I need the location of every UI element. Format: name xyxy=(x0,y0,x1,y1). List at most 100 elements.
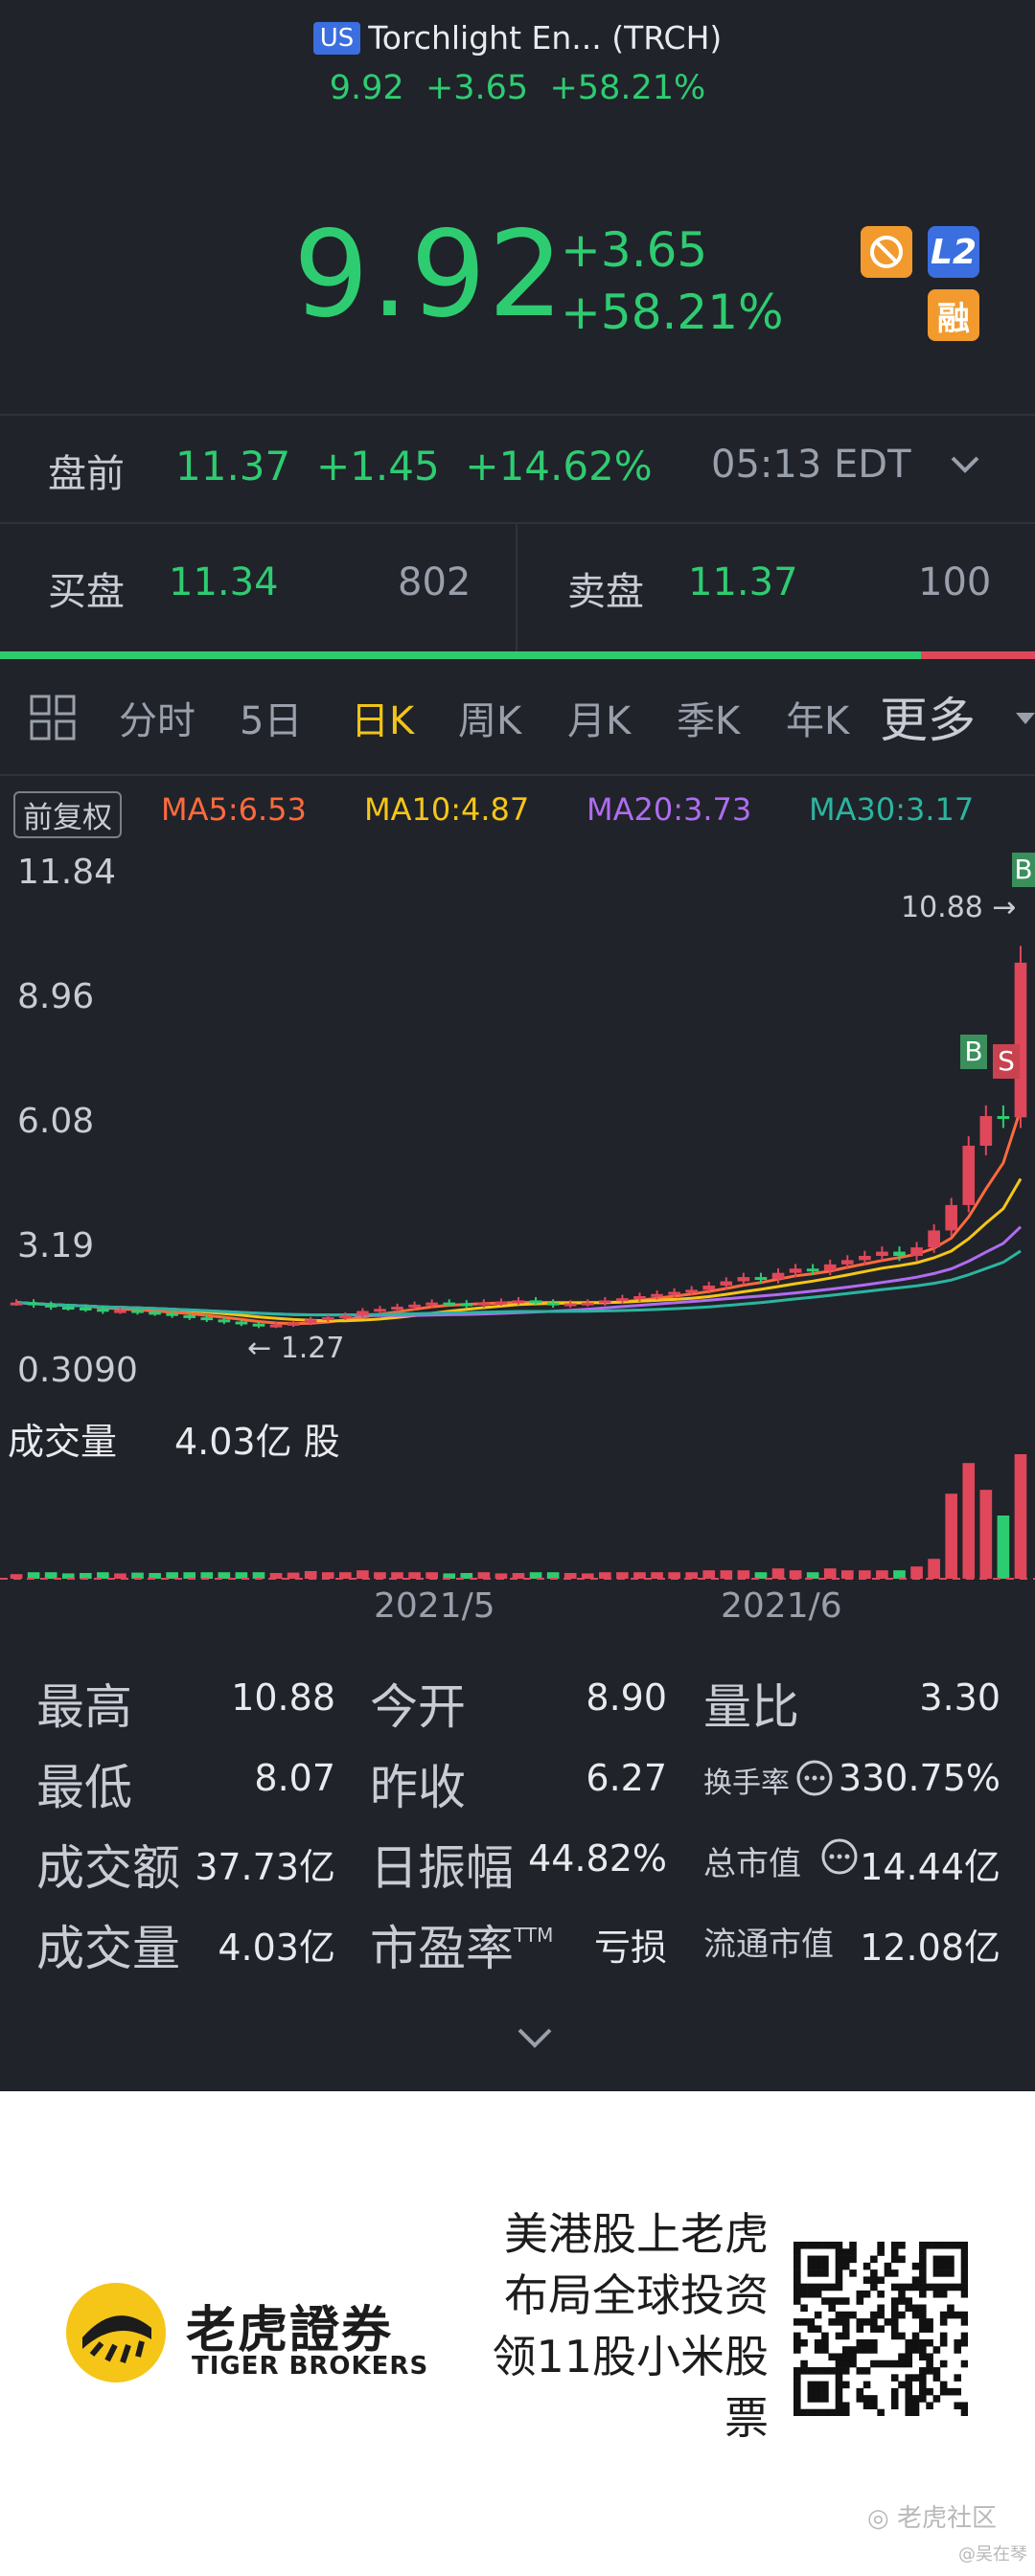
qr-module xyxy=(828,2283,836,2291)
candle xyxy=(754,1272,768,1284)
qr-module xyxy=(835,2297,843,2305)
qr-module xyxy=(960,2338,968,2347)
premarket-change-pct: +14.62% xyxy=(465,443,653,490)
volume-bar xyxy=(754,1572,768,1579)
qr-module xyxy=(947,2311,954,2319)
chevron-down-icon[interactable] xyxy=(949,454,981,477)
tab-intraday[interactable]: 分时 xyxy=(119,699,196,743)
candle xyxy=(928,1224,940,1253)
volume-bar xyxy=(97,1572,109,1579)
buy-signal[interactable]: B xyxy=(960,1035,987,1069)
qr-module xyxy=(814,2262,822,2270)
qr-module xyxy=(862,2276,871,2284)
expand-chevron-icon[interactable] xyxy=(516,2025,554,2050)
qr-module xyxy=(947,2283,954,2291)
volume-bar xyxy=(910,1566,923,1579)
qr-module xyxy=(919,2283,927,2291)
qr-module xyxy=(862,2338,871,2347)
candle xyxy=(893,1246,906,1262)
tab-monthly-k[interactable]: 月K xyxy=(567,699,632,743)
qr-module xyxy=(890,2255,899,2264)
y-tick: 0.3090 xyxy=(17,1351,138,1390)
volume-bar xyxy=(859,1570,871,1579)
qr-module xyxy=(841,2262,850,2270)
candle xyxy=(668,1288,680,1298)
info-icon[interactable] xyxy=(795,1759,834,1797)
qr-module xyxy=(849,2269,857,2277)
qr-module xyxy=(954,2374,962,2382)
qr-module xyxy=(898,2283,906,2291)
no-short-icon[interactable] xyxy=(861,226,912,278)
premarket-quote: 11.37 +1.45 +14.62% xyxy=(175,443,653,490)
qr-module xyxy=(932,2367,941,2375)
qr-module xyxy=(807,2283,816,2291)
qr-module xyxy=(800,2283,808,2291)
volume-bar xyxy=(633,1572,646,1579)
caret-down-icon[interactable] xyxy=(1016,711,1035,726)
grid-icon[interactable] xyxy=(29,694,79,743)
candle xyxy=(218,1316,231,1325)
qr-module xyxy=(905,2346,913,2354)
adjust-toggle[interactable]: 前复权 xyxy=(13,791,122,838)
volume-bar xyxy=(840,1570,854,1579)
qr-module xyxy=(821,2408,829,2416)
stat-volume-value: 4.03亿 xyxy=(218,1926,335,1969)
qr-module xyxy=(814,2408,822,2416)
ma20-value: MA20:3.73 xyxy=(586,791,752,828)
qr-module xyxy=(821,2255,829,2264)
candle xyxy=(10,1299,23,1306)
ask-size: 100 xyxy=(918,560,992,604)
qr-module xyxy=(856,2395,864,2403)
buy-signal[interactable]: B xyxy=(1012,853,1035,887)
candlestick-chart[interactable] xyxy=(0,843,1035,1408)
level2-icon[interactable]: L2 xyxy=(928,226,979,278)
qr-module xyxy=(835,2248,843,2256)
qr-module xyxy=(932,2346,941,2354)
stat-open-value: 8.90 xyxy=(586,1676,667,1719)
candle xyxy=(771,1268,785,1284)
qr-module xyxy=(954,2338,962,2347)
volume-bar xyxy=(564,1573,577,1579)
qr-module xyxy=(870,2318,878,2326)
margin-icon[interactable]: 融 xyxy=(928,289,979,341)
tab-weekly-k[interactable]: 周K xyxy=(458,699,522,743)
stat-float-cap-value: 12.08亿 xyxy=(860,1926,1000,1969)
ad-slogan-line: 票 xyxy=(724,2392,769,2444)
tab-daily-k[interactable]: 日K xyxy=(351,699,415,743)
x-tick: 2021/6 xyxy=(721,1586,842,1626)
qr-module xyxy=(862,2262,871,2270)
qr-module xyxy=(939,2242,948,2249)
qr-module xyxy=(828,2367,836,2375)
qr-module xyxy=(926,2387,933,2396)
tab-quarterly-k[interactable]: 季K xyxy=(677,699,741,743)
sell-signal[interactable]: S xyxy=(993,1044,1020,1079)
tab-yearly-k[interactable]: 年K xyxy=(786,699,850,743)
qr-module xyxy=(939,2338,948,2347)
ad-slogan-line: 美港股上老虎 xyxy=(504,2208,769,2260)
tab-5day[interactable]: 5日 xyxy=(240,699,303,743)
qr-module xyxy=(911,2402,920,2410)
stock-title[interactable]: US Torchlight En... (TRCH) xyxy=(0,19,1035,57)
candle xyxy=(27,1299,40,1309)
qr-module xyxy=(870,2338,878,2347)
qr-module xyxy=(841,2325,850,2333)
qr-module xyxy=(960,2332,968,2340)
qr-module xyxy=(898,2297,906,2305)
info-icon[interactable] xyxy=(820,1837,859,1876)
qr-module xyxy=(960,2283,968,2291)
stat-high-value: 10.88 xyxy=(231,1676,335,1719)
qr-module xyxy=(835,2381,843,2389)
qr-module xyxy=(926,2353,933,2361)
volume-bar xyxy=(720,1570,733,1579)
candle xyxy=(460,1300,473,1309)
stat-high-label: 最高 xyxy=(36,1679,132,1735)
qr-module xyxy=(877,2311,885,2319)
candle xyxy=(512,1296,525,1306)
qr-module xyxy=(939,2318,948,2326)
volume-bar xyxy=(979,1490,993,1579)
qr-module xyxy=(890,2325,899,2333)
tab-more[interactable]: 更多 xyxy=(880,693,976,748)
qr-module xyxy=(890,2242,899,2249)
divider xyxy=(516,522,518,651)
qr-module xyxy=(814,2338,822,2347)
